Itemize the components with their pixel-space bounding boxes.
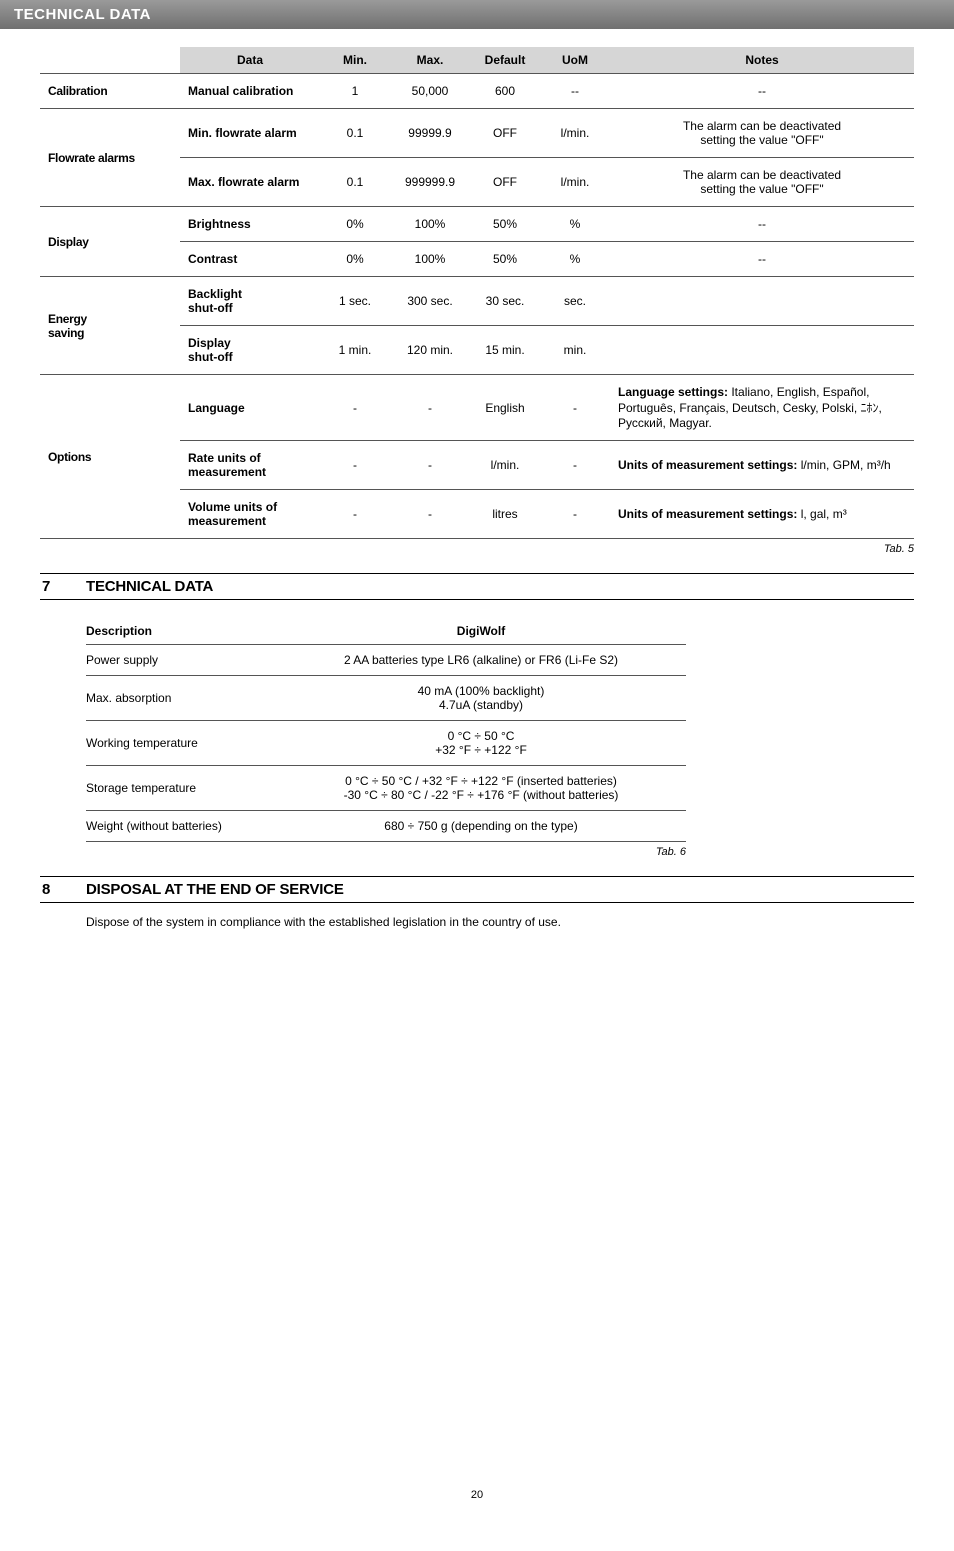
cell-min: 1 min. [320, 326, 390, 375]
cell-uom: - [540, 490, 610, 539]
cell-max: 100% [390, 242, 470, 277]
cell-default: 30 sec. [470, 277, 540, 326]
tab5-ref: Tab. 5 [40, 539, 914, 555]
desc-label: Power supply [86, 645, 286, 676]
cell-notes: -- [610, 242, 914, 277]
cell-notes: The alarm can be deactivatedsetting the … [610, 158, 914, 207]
cell-min: - [320, 441, 390, 490]
cell-max: - [390, 441, 470, 490]
cell-max: 120 min. [390, 326, 470, 375]
table-header-row: Data Min. Max. Default UoM Notes [40, 47, 914, 74]
cell-min: - [320, 490, 390, 539]
cell-uom: - [540, 441, 610, 490]
th-max: Max. [390, 47, 470, 74]
group-label: Calibration [40, 74, 180, 109]
description-table: Description DigiWolf Power supply2 AA ba… [86, 618, 686, 842]
group-label: Flowrate alarms [40, 109, 180, 207]
section-8-title: DISPOSAL AT THE END OF SERVICE [86, 881, 344, 898]
cell-uom: l/min. [540, 109, 610, 158]
cell-uom: % [540, 207, 610, 242]
cell-default: 600 [470, 74, 540, 109]
data-label: Min. flowrate alarm [180, 109, 320, 158]
cell-min: 0% [320, 242, 390, 277]
th-data: Data [180, 47, 320, 74]
settings-table: Data Min. Max. Default UoM Notes Calibra… [40, 47, 914, 539]
cell-uom: l/min. [540, 158, 610, 207]
data-label: Manual calibration [180, 74, 320, 109]
desc-value: 0 °C ÷ 50 °C+32 °F ÷ +122 °F [286, 721, 686, 766]
cell-notes [610, 326, 914, 375]
cell-notes: -- [610, 207, 914, 242]
cell-notes: Units of measurement settings: l/min, GP… [610, 441, 914, 490]
th-digiwolf: DigiWolf [286, 618, 686, 645]
section-7-num: 7 [40, 578, 86, 595]
cell-notes: The alarm can be deactivatedsetting the … [610, 109, 914, 158]
disposal-text: Dispose of the system in compliance with… [86, 903, 914, 929]
cell-default: 15 min. [470, 326, 540, 375]
data-label: Displayshut-off [180, 326, 320, 375]
desc-label: Storage temperature [86, 766, 286, 811]
cell-uom: sec. [540, 277, 610, 326]
cell-notes: Units of measurement settings: l, gal, m… [610, 490, 914, 539]
data-label: Max. flowrate alarm [180, 158, 320, 207]
section-8-num: 8 [40, 881, 86, 898]
section-8-heading: 8 DISPOSAL AT THE END OF SERVICE [40, 876, 914, 903]
cell-max: - [390, 490, 470, 539]
cell-default: 50% [470, 242, 540, 277]
cell-notes: -- [610, 74, 914, 109]
group-label: Energysaving [40, 277, 180, 375]
cell-max: 50,000 [390, 74, 470, 109]
cell-min: - [320, 375, 390, 441]
data-label: Brightness [180, 207, 320, 242]
cell-notes [610, 277, 914, 326]
cell-default: litres [470, 490, 540, 539]
cell-min: 0.1 [320, 158, 390, 207]
banner-title: TECHNICAL DATA [0, 0, 954, 29]
desc-value: 40 mA (100% backlight)4.7uA (standby) [286, 676, 686, 721]
cell-max: 99999.9 [390, 109, 470, 158]
cell-uom: -- [540, 74, 610, 109]
group-label: Options [40, 375, 180, 539]
cell-notes: Language settings: Italiano, English, Es… [610, 375, 914, 441]
cell-uom: - [540, 375, 610, 441]
data-label: Backlightshut-off [180, 277, 320, 326]
section-7-title: TECHNICAL DATA [86, 578, 213, 595]
desc-label: Weight (without batteries) [86, 811, 286, 842]
cell-uom: min. [540, 326, 610, 375]
cell-max: - [390, 375, 470, 441]
cell-default: OFF [470, 158, 540, 207]
desc-value: 0 °C ÷ 50 °C / +32 °F ÷ +122 °F (inserte… [286, 766, 686, 811]
tab6-ref: Tab. 6 [40, 842, 686, 858]
desc-value: 2 AA batteries type LR6 (alkaline) or FR… [286, 645, 686, 676]
section-7-heading: 7 TECHNICAL DATA [40, 573, 914, 600]
cell-default: 50% [470, 207, 540, 242]
group-label: Display [40, 207, 180, 277]
desc-label: Working temperature [86, 721, 286, 766]
cell-default: OFF [470, 109, 540, 158]
th-description: Description [86, 618, 286, 645]
cell-max: 100% [390, 207, 470, 242]
data-label: Rate units ofmeasurement [180, 441, 320, 490]
cell-min: 0% [320, 207, 390, 242]
cell-max: 300 sec. [390, 277, 470, 326]
cell-max: 999999.9 [390, 158, 470, 207]
desc-label: Max. absorption [86, 676, 286, 721]
cell-default: l/min. [470, 441, 540, 490]
th-default: Default [470, 47, 540, 74]
data-label: Language [180, 375, 320, 441]
desc-value: 680 ÷ 750 g (depending on the type) [286, 811, 686, 842]
cell-uom: % [540, 242, 610, 277]
page-number: 20 [0, 1489, 954, 1511]
th-notes: Notes [610, 47, 914, 74]
th-uom: UoM [540, 47, 610, 74]
cell-default: English [470, 375, 540, 441]
data-label: Volume units ofmeasurement [180, 490, 320, 539]
th-min: Min. [320, 47, 390, 74]
cell-min: 1 [320, 74, 390, 109]
cell-min: 1 sec. [320, 277, 390, 326]
data-label: Contrast [180, 242, 320, 277]
cell-min: 0.1 [320, 109, 390, 158]
